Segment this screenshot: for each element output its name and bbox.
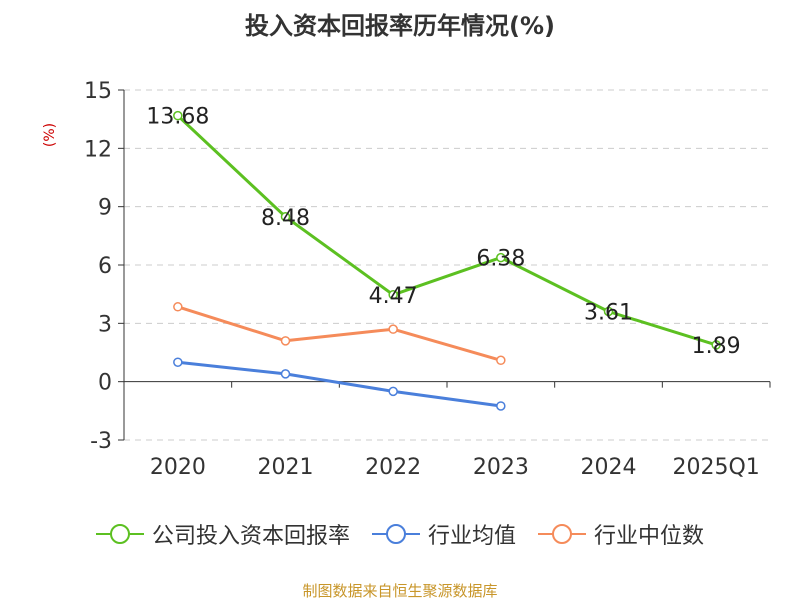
- legend-marker-company-roic: [95, 524, 144, 544]
- legend-item-industry-mean[interactable]: 行业均值: [371, 518, 516, 550]
- data-point-1: [173, 357, 183, 367]
- y-tick-label: 15: [84, 79, 112, 104]
- data-point-2: [280, 336, 291, 346]
- data-label: 6.38: [476, 247, 525, 272]
- data-label: 3.61: [584, 300, 633, 325]
- legend-label-company-roic: 公司投入资本回报率: [151, 524, 350, 549]
- x-tick-label: 2021: [258, 455, 314, 480]
- data-point-2: [388, 324, 398, 334]
- x-tick-label: 2024: [581, 455, 637, 480]
- data-source: 制图数据来自恒生聚源数据库: [302, 582, 498, 600]
- y-tick-label: 12: [84, 137, 112, 162]
- data-point-2: [173, 302, 183, 312]
- data-label: 13.68: [146, 105, 209, 130]
- x-tick-label: 2023: [473, 455, 529, 480]
- data-point-0: [603, 306, 614, 317]
- legend-label-industry-mean: 行业均值: [427, 524, 516, 549]
- data-point-0: [496, 252, 506, 263]
- legend-item-company-roic[interactable]: 公司投入资本回报率: [95, 518, 350, 550]
- legend-marker-industry-median: [538, 524, 586, 544]
- data-point-2: [496, 355, 506, 366]
- series-line-0: [176, 114, 717, 347]
- x-tick-label: 2020: [150, 455, 206, 480]
- data-point-0: [388, 290, 398, 300]
- x-tick-label: 2025Q1: [673, 455, 760, 480]
- y-tick-label: -3: [90, 429, 112, 454]
- data-point-1: [496, 401, 506, 411]
- data-point-1: [280, 369, 291, 379]
- y-tick-label: 9: [98, 196, 112, 221]
- y-tick-label: 0: [98, 371, 112, 396]
- data-label: 1.89: [692, 334, 741, 359]
- y-tick-label: 3: [98, 312, 112, 337]
- data-point-1: [388, 386, 398, 397]
- x-tick-label: 2022: [365, 455, 421, 480]
- data-label: 4.47: [369, 284, 418, 309]
- legend: 公司投入资本回报率 行业均值 行业中位数: [0, 518, 800, 550]
- legend-label-industry-median: 行业中位数: [594, 524, 705, 549]
- series-line-1: [177, 360, 502, 408]
- data-label: 8.48: [261, 206, 310, 231]
- y-tick-label: 6: [98, 254, 112, 279]
- legend-item-industry-median[interactable]: 行业中位数: [538, 518, 704, 550]
- data-point-0: [711, 340, 721, 350]
- chart-title: 投入资本回报率历年情况(%): [245, 12, 555, 40]
- series-line-2: [177, 305, 502, 362]
- data-point-0: [173, 110, 183, 121]
- legend-marker-industry-mean: [371, 524, 420, 544]
- data-point-0: [280, 212, 291, 222]
